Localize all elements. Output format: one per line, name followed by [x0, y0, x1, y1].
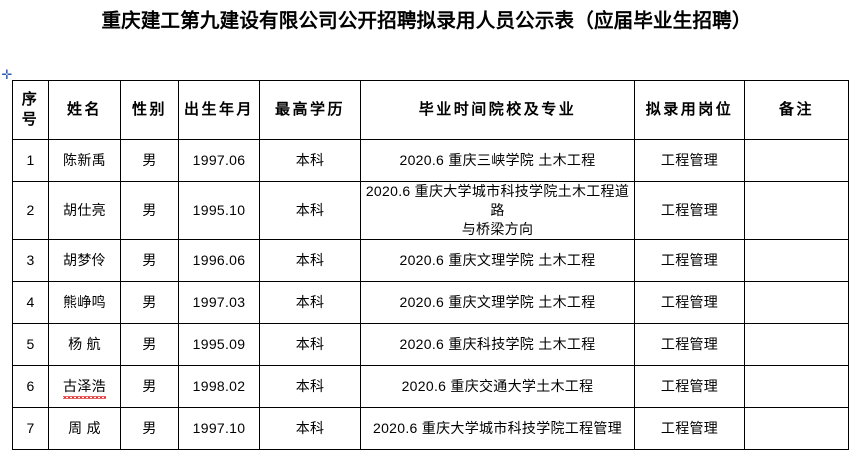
column-header-name: 姓名: [48, 80, 121, 140]
cell-note: [744, 139, 849, 182]
cell-education: 本科: [259, 139, 361, 182]
table-move-handle-icon[interactable]: ✛: [1, 68, 13, 83]
cell-seq: 6: [12, 365, 49, 408]
cell-position: 工程管理: [634, 365, 745, 408]
cell-education: 本科: [259, 239, 361, 282]
column-header-note: 备注: [744, 80, 849, 140]
cell-note: [744, 181, 849, 240]
cell-school: 2020.6 重庆三峡学院 土木工程: [360, 139, 635, 182]
school-line-1: 2020.6 重庆大学城市科技学院土木工程道路: [365, 183, 630, 218]
cell-school: 2020.6 重庆文理学院 土木工程: [360, 281, 635, 324]
cell-position: 工程管理: [634, 281, 745, 324]
cell-birth: 1995.10: [178, 181, 260, 240]
school-line-2: 与桥梁方向: [461, 221, 534, 237]
cell-school: 2020.6 重庆大学城市科技学院土木工程道路与桥梁方向: [360, 181, 635, 240]
cell-school: 2020.6 重庆交通大学土木工程: [360, 365, 635, 408]
table-header-row: 序 号 姓名 性别 出生年月 最高学历 毕业时间院校及专业 拟录用岗位 备注: [12, 80, 849, 140]
table-body: 1 陈新禹男 1997.06 本科 2020.6 重庆三峡学院 土木工程 工程管理 2 胡仕亮…: [12, 139, 849, 450]
cell-note: [744, 407, 849, 450]
page-title: 重庆建工第九建设有限公司公开招聘拟录用人员公示表（应届毕业生招聘）: [101, 11, 752, 32]
cell-gender: 男: [120, 281, 179, 324]
column-header-birth: 出生年月: [178, 80, 260, 140]
cell-gender: 男: [120, 407, 179, 450]
column-header-position: 拟录用岗位: [634, 80, 745, 140]
cell-name: 周 成: [48, 407, 121, 450]
column-header-seq-line1: 序: [21, 92, 40, 108]
cell-seq: 1: [12, 139, 49, 182]
cell-education: 本科: [259, 181, 361, 240]
column-header-seq-line2: 号: [21, 112, 40, 128]
cell-position: 工程管理: [634, 323, 745, 366]
cell-birth: 1995.09: [178, 323, 260, 366]
cell-birth: 1997.10: [178, 407, 260, 450]
column-header-education: 最高学历: [259, 80, 361, 140]
cell-seq: 2: [12, 181, 49, 240]
cell-education: 本科: [259, 407, 361, 450]
cell-seq: 5: [12, 323, 49, 366]
cell-education: 本科: [259, 323, 361, 366]
publicity-table: 序 号 姓名 性别 出生年月 最高学历 毕业时间院校及专业 拟录用岗位 备注 1…: [12, 80, 849, 450]
cell-name: 杨 航: [48, 323, 121, 366]
column-header-gender: 性别: [120, 80, 179, 140]
cell-gender: 男: [120, 323, 179, 366]
cell-education: 本科: [259, 365, 361, 408]
cell-gender: 男: [120, 181, 179, 240]
table-row: 4 熊峥鸣男 1997.03 本科 2020.6 重庆文理学院 土木工程 工程管理: [12, 281, 849, 324]
column-header-school: 毕业时间院校及专业: [360, 80, 635, 140]
column-header-seq: 序 号: [12, 80, 49, 140]
misspelled-text: 古泽浩: [63, 378, 106, 399]
cell-name: 陈新禹: [48, 139, 121, 182]
document-page: 重庆建工第九建设有限公司公开招聘拟录用人员公示表（应届毕业生招聘） ✛ 序 号 …: [1, 11, 849, 450]
cell-education: 本科: [259, 281, 361, 324]
table-row: 3 胡梦伶男 1996.06 本科 2020.6 重庆文理学院 土木工程 工程管理: [12, 239, 849, 282]
cell-school: 2020.6 重庆科技学院 土木工程: [360, 323, 635, 366]
table-row: 6 古泽浩男 1998.02 本科 2020.6 重庆交通大学土木工程 工程管理: [12, 365, 849, 408]
cell-name: 胡仕亮: [48, 181, 121, 240]
cell-birth: 1997.03: [178, 281, 260, 324]
cell-name: 胡梦伶: [48, 239, 121, 282]
cell-note: [744, 239, 849, 282]
cell-seq: 7: [12, 407, 49, 450]
cell-school: 2020.6 重庆大学城市科技学院工程管理: [360, 407, 635, 450]
cell-note: [744, 323, 849, 366]
cell-name: 古泽浩: [48, 365, 121, 408]
table-row: 2 胡仕亮男 1995.10 本科 2020.6 重庆大学城市科技学院土木工程道路与桥梁…: [12, 181, 849, 240]
cell-position: 工程管理: [634, 239, 745, 282]
cell-note: [744, 281, 849, 324]
cell-gender: 男: [120, 365, 179, 408]
cell-birth: 1998.02: [178, 365, 260, 408]
cell-gender: 男: [120, 139, 179, 182]
cell-position: 工程管理: [634, 407, 745, 450]
cell-birth: 1997.06: [178, 139, 260, 182]
cell-school: 2020.6 重庆文理学院 土木工程: [360, 239, 635, 282]
cell-seq: 3: [12, 239, 49, 282]
cell-position: 工程管理: [634, 139, 745, 182]
cell-note: [744, 365, 849, 408]
cell-birth: 1996.06: [178, 239, 260, 282]
table-row: 1 陈新禹男 1997.06 本科 2020.6 重庆三峡学院 土木工程 工程管理: [12, 139, 849, 182]
cell-gender: 男: [120, 239, 179, 282]
cell-seq: 4: [12, 281, 49, 324]
cell-position: 工程管理: [634, 181, 745, 240]
cell-name: 熊峥鸣: [48, 281, 121, 324]
table-header: 序 号 姓名 性别 出生年月 最高学历 毕业时间院校及专业 拟录用岗位 备注: [12, 80, 849, 140]
publicity-table-container: 序 号 姓名 性别 出生年月 最高学历 毕业时间院校及专业 拟录用岗位 备注 1…: [12, 80, 849, 450]
